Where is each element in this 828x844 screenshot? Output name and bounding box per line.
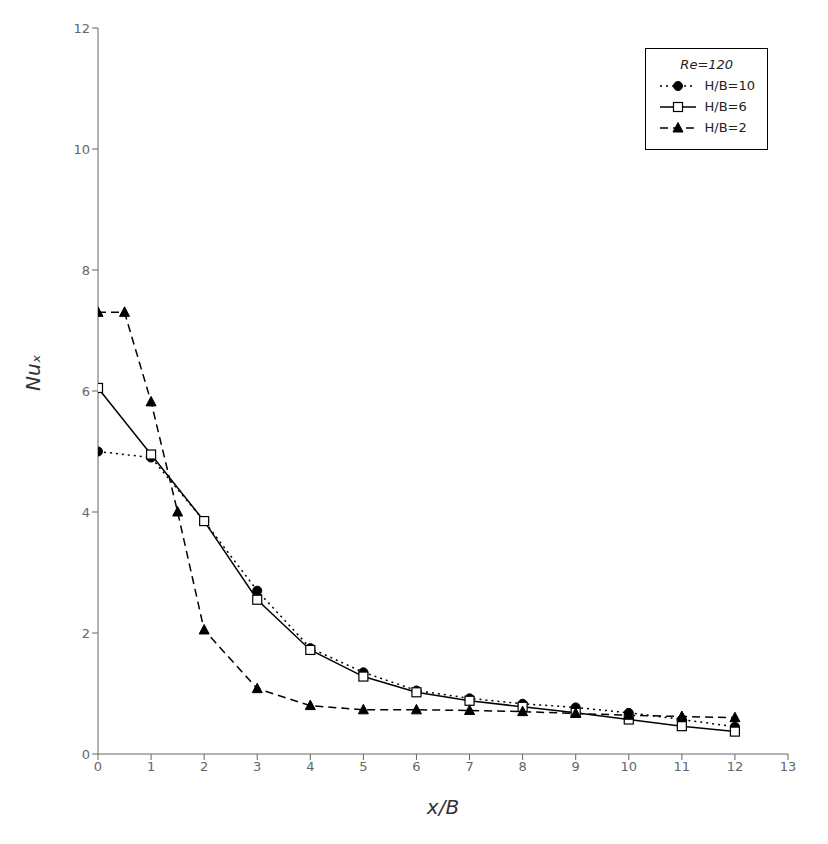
svg-text:6: 6 <box>412 759 420 774</box>
svg-text:Nuₓ: Nuₓ <box>21 354 45 391</box>
svg-text:5: 5 <box>359 759 367 774</box>
svg-text:10: 10 <box>620 759 637 774</box>
svg-text:4: 4 <box>82 505 90 520</box>
svg-text:7: 7 <box>465 759 473 774</box>
svg-text:9: 9 <box>572 759 580 774</box>
svg-text:0: 0 <box>94 759 102 774</box>
svg-text:8: 8 <box>82 263 90 278</box>
svg-text:2: 2 <box>200 759 208 774</box>
svg-text:x/B: x/B <box>426 795 459 819</box>
svg-text:8: 8 <box>518 759 526 774</box>
html-text:H/B=6: H/B=6 <box>704 99 747 114</box>
svg-text:1: 1 <box>147 759 155 774</box>
svg-text:12: 12 <box>73 21 90 36</box>
html-text:H/B=10: H/B=10 <box>704 78 755 93</box>
html-text:Re=120: Re=120 <box>680 57 734 72</box>
svg-text:10: 10 <box>73 142 90 157</box>
svg-text:2: 2 <box>82 626 90 641</box>
html-text:H/B=2: H/B=2 <box>704 120 747 135</box>
svg-text:13: 13 <box>780 759 797 774</box>
svg-text:0: 0 <box>82 747 90 762</box>
svg-text:3: 3 <box>253 759 261 774</box>
svg-text:6: 6 <box>82 384 90 399</box>
svg-text:11: 11 <box>674 759 691 774</box>
svg-text:4: 4 <box>306 759 314 774</box>
svg-text:12: 12 <box>727 759 744 774</box>
